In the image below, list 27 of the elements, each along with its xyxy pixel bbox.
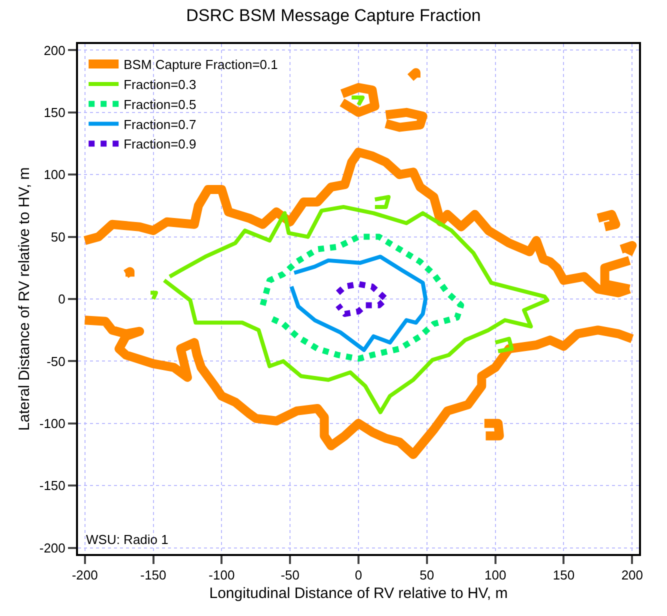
- annotation: WSU: Radio 1: [86, 532, 168, 547]
- x-tick-label: -100: [208, 568, 235, 583]
- y-tick-label: -50: [46, 354, 66, 369]
- legend-label: Fraction=0.5: [124, 96, 196, 112]
- y-axis-title: Lateral Distance of RV relative to HV, m: [16, 167, 34, 431]
- x-tick-label: 100: [484, 568, 506, 583]
- x-tick-label: 200: [621, 568, 644, 583]
- x-tick-label: 50: [420, 568, 434, 583]
- y-tick-label: 200: [44, 42, 66, 58]
- y-tick-label: 0: [58, 292, 66, 307]
- chart-title: DSRC BSM Message Capture Fraction: [186, 6, 481, 26]
- y-tick-label: -150: [39, 478, 66, 494]
- x-tick-label: 0: [354, 568, 362, 583]
- x-tick-label: -150: [140, 568, 166, 583]
- y-tick-label: -200: [39, 540, 66, 556]
- y-tick-label: -100: [39, 416, 66, 431]
- x-tick-label: 150: [552, 568, 575, 583]
- legend-label: BSM Capture Fraction=0.1: [124, 57, 278, 72]
- x-axis-title: Longitudinal Distance of RV relative to HV, m: [209, 585, 508, 602]
- x-tick-label: -50: [280, 568, 300, 583]
- y-tick-label: 50: [50, 229, 66, 244]
- y-tick-label: 150: [44, 104, 66, 120]
- legend-label: Fraction=0.7: [124, 116, 196, 132]
- legend-label: Fraction=0.9: [124, 136, 196, 152]
- y-tick-label: 100: [44, 167, 66, 182]
- legend-label: Fraction=0.3: [124, 77, 196, 92]
- x-tick-label: -200: [72, 568, 98, 583]
